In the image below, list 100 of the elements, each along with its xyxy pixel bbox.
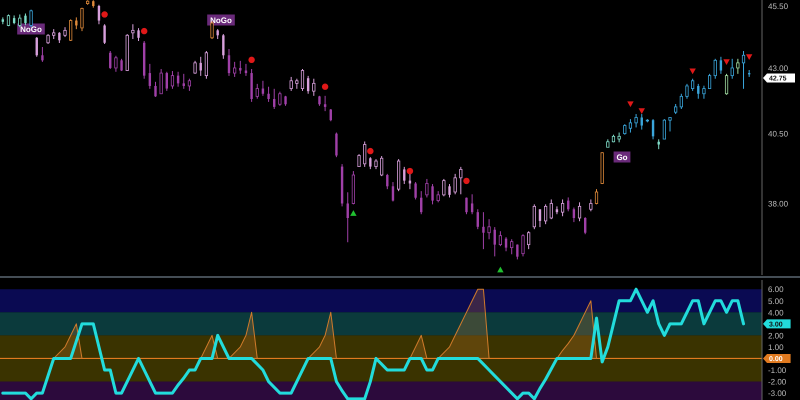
candlestick — [58, 32, 61, 44]
candlestick — [498, 230, 502, 247]
candlestick — [634, 114, 638, 128]
point — [689, 68, 696, 74]
candlestick — [188, 78, 192, 92]
candlestick — [262, 80, 264, 96]
candlestick — [436, 190, 440, 203]
point — [322, 84, 328, 90]
candlestick — [273, 88, 276, 110]
candlestick — [131, 24, 134, 40]
y-tick-label: 1.00 — [768, 342, 784, 352]
candlestick — [36, 36, 38, 58]
point — [350, 210, 357, 216]
candlestick — [63, 26, 67, 38]
candlestick — [335, 132, 338, 158]
candlestick — [204, 50, 208, 80]
y-tick-label: -3.00 — [768, 389, 787, 398]
y-tick-label: 4.00 — [768, 308, 784, 318]
candlestick — [532, 204, 536, 230]
candlestick — [386, 173, 389, 190]
y-tick-label: -2.00 — [768, 378, 787, 387]
candlestick — [521, 234, 525, 257]
y-tick-label: 2.00 — [768, 331, 784, 340]
candlestick — [662, 118, 666, 140]
candlestick — [98, 4, 100, 25]
candlestick — [380, 156, 384, 177]
candlestick — [41, 46, 44, 62]
candlestick — [148, 63, 152, 90]
candlestick — [425, 178, 428, 198]
candlestick — [330, 108, 332, 122]
candlestick — [369, 156, 372, 170]
candlestick — [652, 118, 654, 140]
candlestick — [572, 207, 576, 223]
point — [638, 108, 645, 114]
candlestick — [742, 50, 746, 90]
candlestick — [200, 56, 202, 76]
candlestick — [295, 78, 298, 90]
candlestick — [176, 71, 180, 88]
candlestick — [278, 91, 282, 106]
point — [627, 101, 634, 108]
candlestick — [442, 178, 446, 197]
point — [746, 54, 752, 60]
candlestick — [487, 218, 491, 240]
candlestick — [80, 7, 84, 32]
candlestick — [550, 198, 553, 220]
candlestick — [346, 192, 349, 243]
candlestick — [685, 83, 689, 100]
candlestick — [527, 230, 530, 250]
annotation: NoGo — [210, 16, 232, 25]
candlestick — [120, 58, 123, 72]
candlestick — [267, 86, 270, 102]
candlestick — [403, 166, 406, 185]
candlestick — [374, 158, 378, 170]
y-tick-label: 38.00 — [768, 199, 789, 208]
candlestick — [408, 173, 412, 190]
candlestick — [567, 196, 570, 212]
point — [101, 11, 108, 18]
candlestick — [69, 18, 72, 42]
candlestick — [454, 173, 457, 195]
candlestick — [594, 188, 598, 205]
candlestick — [730, 58, 734, 80]
y-tick-label: 43.00 — [768, 64, 789, 73]
candlestick — [702, 85, 706, 100]
candlestick — [516, 244, 519, 260]
candlestick — [324, 95, 326, 112]
annotation: Go — [616, 153, 628, 162]
candlestick — [24, 13, 27, 26]
candlestick — [300, 68, 304, 92]
candlestick — [170, 70, 174, 90]
candlestick — [680, 93, 683, 110]
candlestick — [510, 238, 514, 255]
candlestick — [30, 9, 33, 28]
y-tick-label: 45.50 — [768, 2, 789, 12]
candlestick — [160, 68, 163, 94]
candlestick — [114, 55, 118, 72]
candlestick — [357, 154, 361, 168]
candlestick — [414, 182, 417, 200]
candlestick — [560, 198, 564, 217]
candlestick — [52, 28, 56, 40]
candlestick — [674, 103, 678, 115]
candlestick — [109, 50, 112, 70]
y-tick-label: 40.50 — [768, 130, 789, 139]
candlestick — [668, 116, 672, 132]
candlestick — [420, 190, 422, 215]
candlestick — [256, 83, 259, 100]
candlestick — [584, 216, 586, 235]
point — [723, 59, 730, 66]
candlestick — [724, 73, 728, 96]
point — [140, 28, 148, 34]
candlestick — [618, 132, 621, 143]
point — [406, 168, 414, 174]
line-series — [1, 288, 746, 400]
candlestick — [691, 78, 694, 92]
candlestick — [736, 58, 740, 74]
point — [497, 266, 504, 272]
candlestick — [628, 118, 632, 134]
point — [248, 56, 255, 64]
annotation: NoGo — [20, 25, 42, 34]
candlestick — [476, 208, 479, 230]
candlestick — [482, 212, 485, 250]
